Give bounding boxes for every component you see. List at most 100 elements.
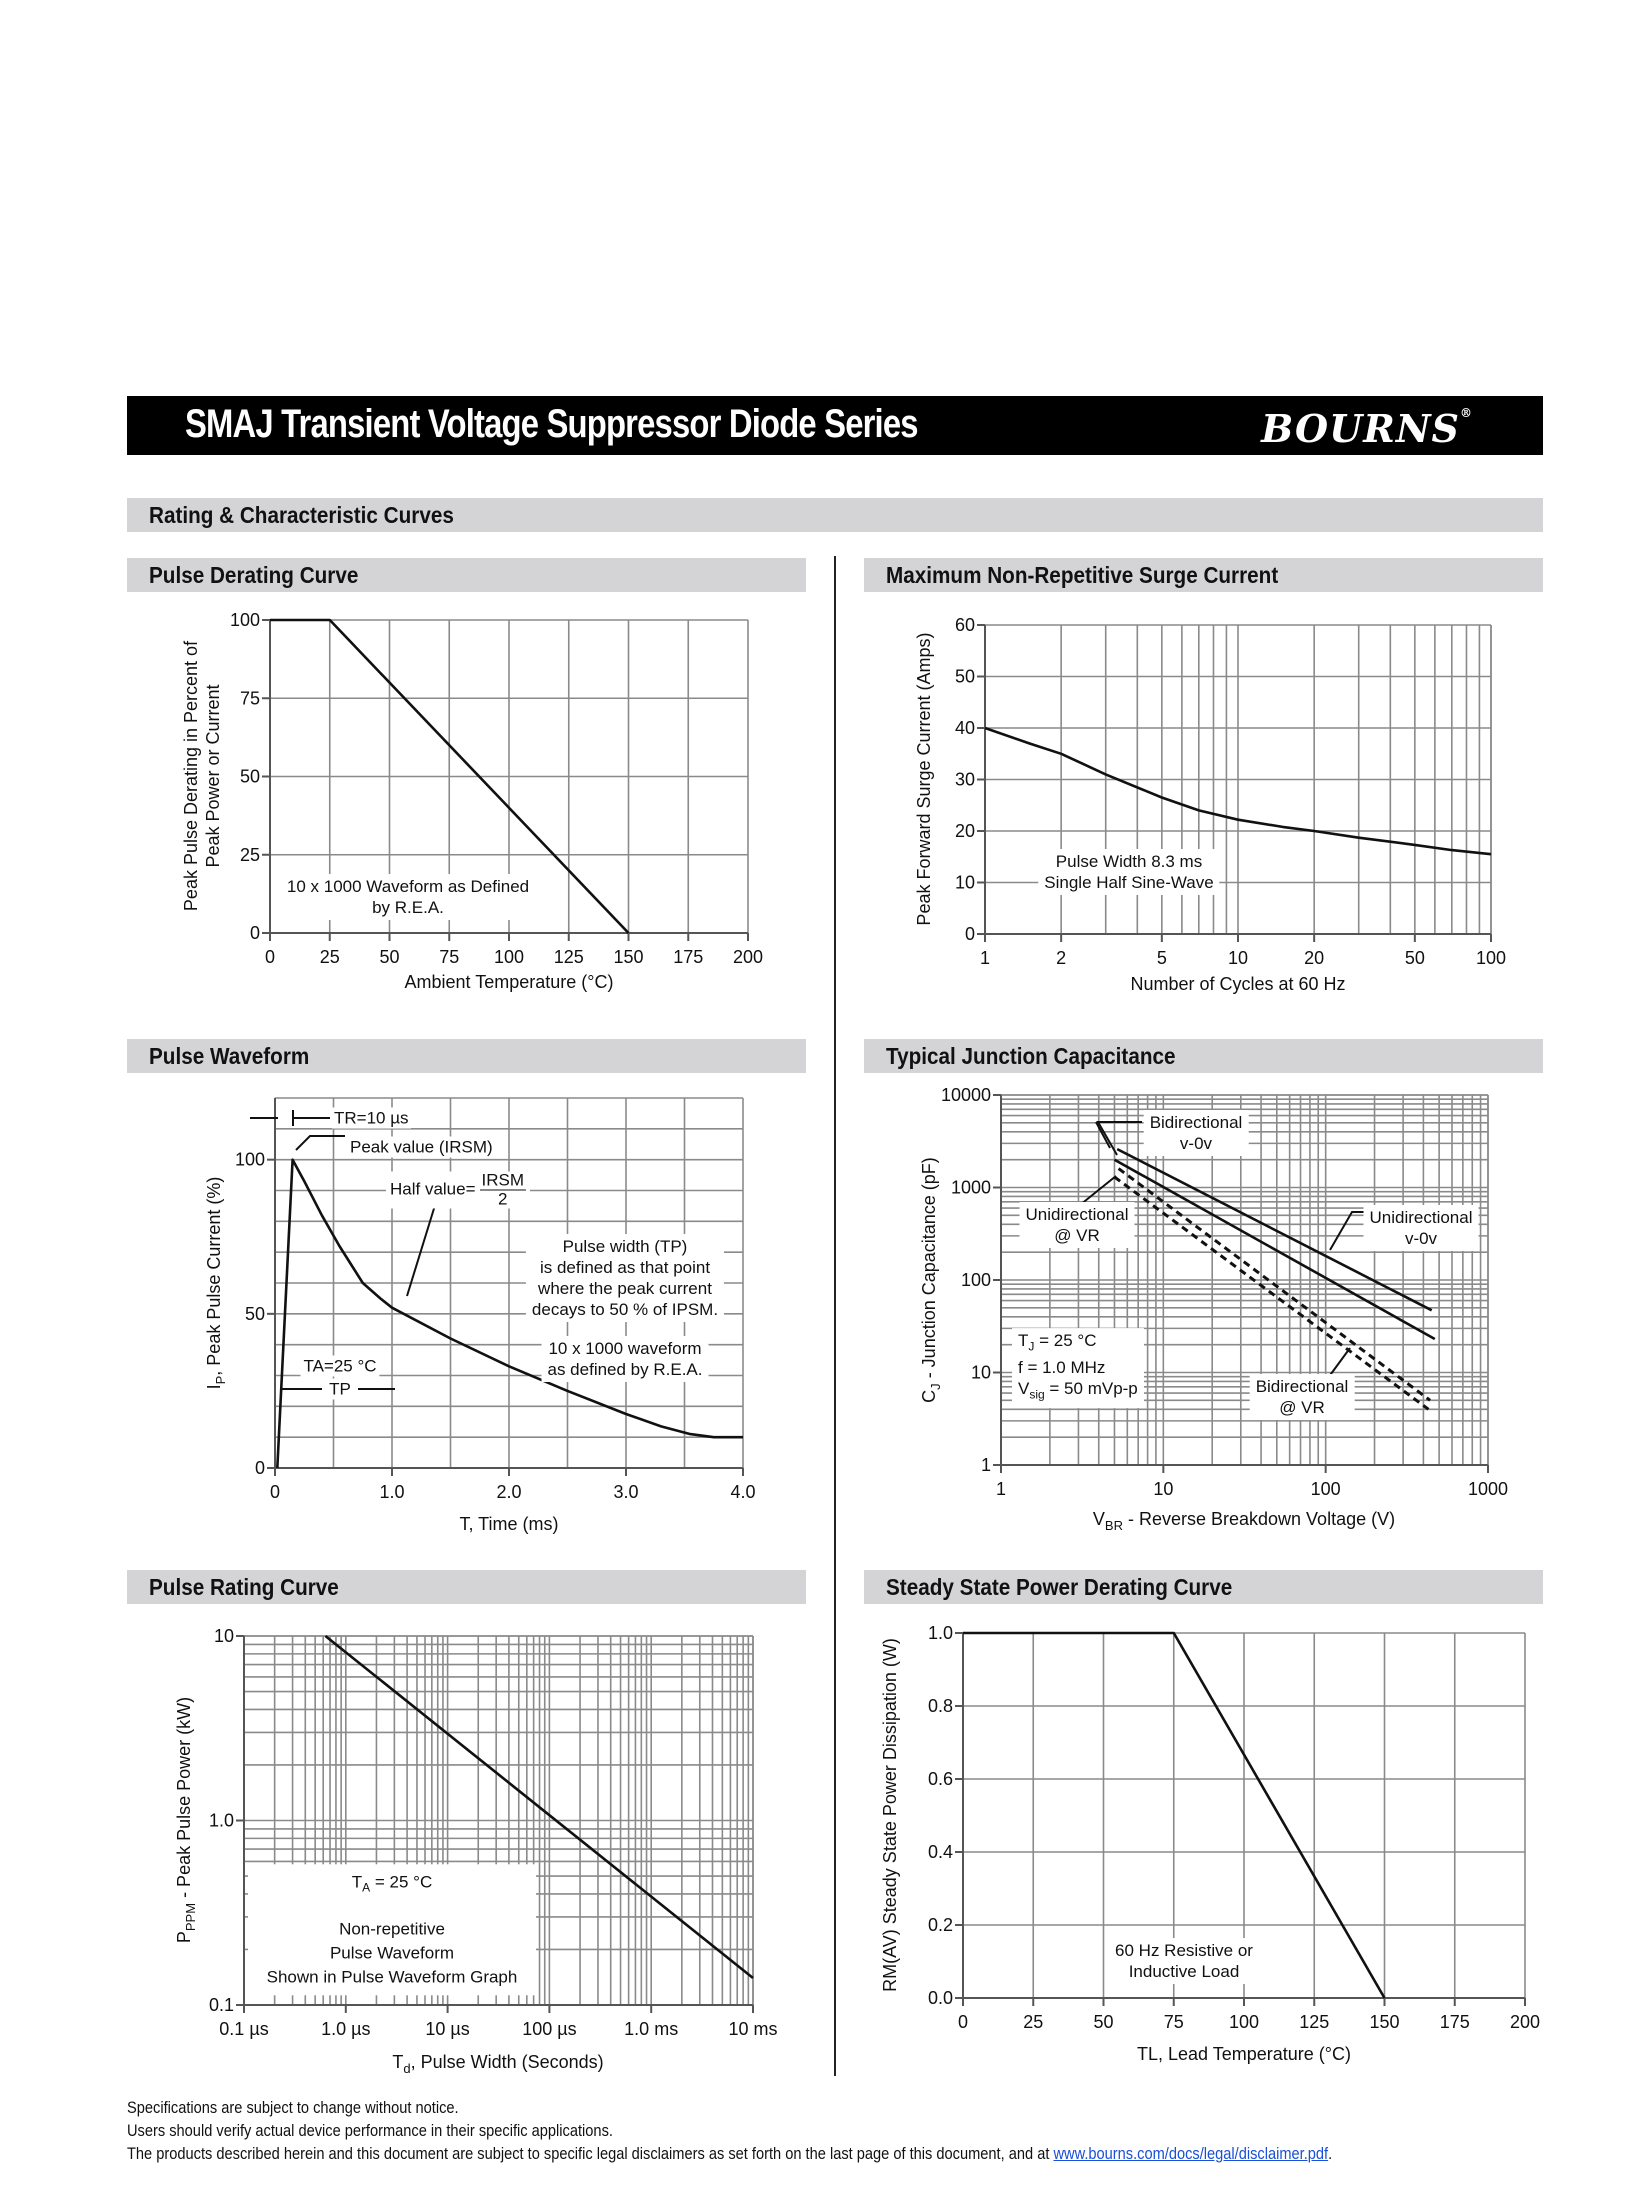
note-line: Non-repetitive	[339, 1919, 445, 1939]
note-line: Unidirectional	[1369, 1208, 1473, 1227]
note-line: Single Half Sine-Wave	[1044, 873, 1214, 892]
note-line: Pulse Waveform	[329, 1943, 455, 1963]
note-line: @ VR	[1054, 1226, 1100, 1245]
frequency-line: f = 1.0 MHz	[1018, 1358, 1106, 1378]
series-line-surge	[984, 726, 1492, 856]
tj-sub: J	[1028, 1339, 1035, 1354]
document-header: SMAJ Transient Voltage Suppressor Diode …	[127, 396, 1543, 455]
y-axis-label-sub: PPM	[183, 1903, 198, 1931]
x-tick-label: 3.0	[613, 1482, 638, 1502]
x-tick-label: 0	[265, 947, 275, 967]
panel-header-surge-current: Maximum Non-Repetitive Surge Current	[864, 558, 1543, 592]
x-tick-label: 175	[673, 947, 703, 967]
annotation-arrows	[250, 1110, 1367, 1390]
x-tick-label: 1.0 µs	[321, 2019, 370, 2039]
x-tick-label: 0	[958, 2012, 968, 2032]
ta-label: TA=25 °C	[300, 1355, 380, 1377]
x-tick-label: 100	[1229, 2012, 1259, 2032]
y-tick-label: 30	[955, 770, 975, 790]
panel-header-steady-state: Steady State Power Derating Curve	[864, 1570, 1543, 1604]
note-line: 60 Hz Resistive or	[1115, 1941, 1253, 1960]
y-axis-label-symbol: I	[204, 1384, 224, 1389]
pulse-width-note: Pulse width (TP) is defined as that point…	[525, 1234, 725, 1322]
ta-symbol: T	[351, 1872, 363, 1892]
y-axis-label: PPPM - Peak Pulse Power (kW)	[174, 1697, 198, 1943]
ta-sub: A	[362, 1880, 371, 1895]
vsig-symbol: V	[1018, 1379, 1030, 1399]
disclaimer-link[interactable]: www.bourns.com/docs/legal/disclaimer.pdf	[1053, 2144, 1329, 2163]
x-axis-label: TL, Lead Temperature (°C)	[1137, 2044, 1351, 2064]
bidirectional-0v-label: Bidirectional v-0v	[1143, 1110, 1249, 1156]
document-title: SMAJ Transient Voltage Suppressor Diode …	[185, 402, 919, 446]
x-tick-label: 10 µs	[425, 2019, 469, 2039]
bi-vr-arrow	[1327, 1347, 1351, 1379]
uni-0v-arrow	[1329, 1211, 1367, 1251]
y-tick-label: 10	[214, 1626, 234, 1646]
pulse-waveform-chart: 0 1.0 2.0 3.0 4.0 0 50 100	[235, 1097, 756, 1502]
series-line-steady-state	[963, 1631, 1386, 1999]
x-axis-label: Ambient Temperature (°C)	[405, 972, 614, 992]
half-value-fraction: IRSM 2	[479, 1171, 527, 1209]
test-conditions-note: TJ = 25 °C f = 1.0 MHz Vsig = 50 mVp-p	[1012, 1328, 1144, 1408]
note-line: by R.E.A.	[372, 898, 444, 917]
x-tick-label: 0	[270, 1482, 280, 1502]
pulse-derating-chart: 0 25 50 75 100 125 150 175 200 0 25 50 75 100	[230, 610, 763, 967]
logo-text: BOURNS	[1261, 406, 1460, 451]
steady-state-note: 60 Hz Resistive or Inductive Load	[1109, 1938, 1259, 1984]
x-tick-label: 10	[1153, 1479, 1173, 1499]
y-axis-label-text: , Peak Pulse Current (%)	[204, 1177, 224, 1376]
tj-symbol: T	[1018, 1331, 1029, 1351]
note-line: Bidirectional	[1255, 1377, 1349, 1396]
x-tick-label: 25	[1023, 2012, 1043, 2032]
x-axis-label-symbol: T	[392, 2052, 403, 2072]
panel-title: Maximum Non-Repetitive Surge Current	[886, 562, 1279, 588]
axis-labels: Ambient Temperature (°C) Peak Pulse Dera…	[174, 632, 1395, 2076]
series-line-waveform	[276, 1158, 743, 1469]
x-axis-label: T, Time (ms)	[460, 1514, 559, 1534]
x-tick-label: 125	[1299, 2012, 1329, 2032]
tp-label: TP	[326, 1378, 354, 1400]
y-tick-label: 0.4	[928, 1842, 953, 1862]
x-axis-label-sub: BR	[1105, 1518, 1123, 1533]
x-tick-label: 1	[980, 948, 990, 968]
y-tick-label: 1.0	[209, 1811, 234, 1831]
y-tick-label: 40	[955, 718, 975, 738]
bourns-logo: BOURNS®	[1261, 406, 1473, 451]
y-tick-label: 25	[240, 845, 260, 865]
y-tick-label: 0.2	[928, 1915, 953, 1935]
x-tick-label: 1	[996, 1479, 1006, 1499]
footer-line: The products described herein and this d…	[127, 2142, 1332, 2165]
x-tick-label: 75	[439, 947, 459, 967]
y-tick-label: 0	[255, 1458, 265, 1478]
disclaimer-text: The products described herein and this d…	[127, 2144, 1054, 2163]
y-tick-label: 10	[971, 1363, 991, 1383]
y-tick-label: 50	[955, 667, 975, 687]
panel-title: Pulse Waveform	[149, 1043, 310, 1069]
x-tick-label: 2	[1056, 948, 1066, 968]
tj-value: = 25 °C	[1034, 1331, 1097, 1351]
steady-state-chart: 0 25 50 75 100 125 150 175 200 0.0 0.2 0.4 0.6 0.8 1.0	[928, 1623, 1540, 2032]
vsig-value: = 50 mVp-p	[1044, 1379, 1138, 1399]
note-line: Pulse width (TP)	[562, 1237, 688, 1256]
y-axis-label: IP, Peak Pulse Current (%)	[204, 1177, 228, 1390]
ta-value: = 25 °C	[370, 1872, 433, 1892]
x-tick-label: 2.0	[496, 1482, 521, 1502]
tj-line: TJ = 25 °C	[1018, 1330, 1138, 1357]
x-tick-label: 10 ms	[728, 2019, 777, 2039]
footer-period: .	[1328, 2144, 1333, 2163]
bi-0v-arrow2	[1095, 1121, 1111, 1149]
pulse-rating-note: TA = 25 °C Non-repetitive Pulse Waveform…	[248, 1864, 536, 1996]
x-tick-label: 125	[554, 947, 584, 967]
note-line: decays to 50 % of IPSM.	[531, 1300, 719, 1319]
x-tick-label: 75	[1164, 2012, 1184, 2032]
series-line-unidirectional-vr	[1113, 1175, 1430, 1411]
x-tick-label: 1.0	[379, 1482, 404, 1502]
x-tick-label: 0.1 µs	[219, 2019, 268, 2039]
y-tick-label: 1.0	[928, 1623, 953, 1643]
x-axis-label-text: - Reverse Breakdown Voltage (V)	[1123, 1509, 1395, 1529]
note-line: where the peak current	[538, 1279, 712, 1298]
y-axis-label-symbol: P	[174, 1931, 194, 1943]
note-line: is defined as that point	[539, 1258, 711, 1277]
peak-arrow	[295, 1135, 345, 1151]
